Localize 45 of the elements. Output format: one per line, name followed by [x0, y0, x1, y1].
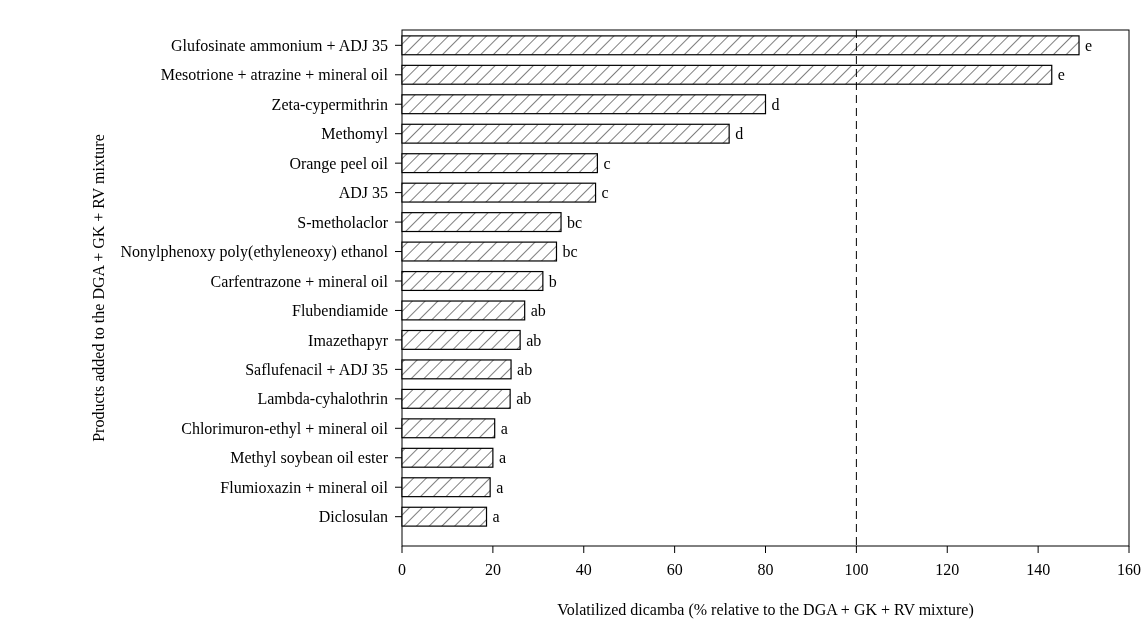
x-tick-label: 100: [844, 561, 869, 578]
data-label: c: [601, 184, 609, 202]
data-label: e: [1057, 66, 1065, 84]
data-label: bc: [562, 243, 578, 261]
data-label: e: [1085, 36, 1093, 54]
y-axis-title: Products added to the DGA + GK + RV mixture: [90, 134, 107, 442]
y-tick-label: Orange peel oil: [289, 154, 389, 173]
data-label: a: [498, 449, 506, 467]
y-tick-label: Flubendiamide: [292, 302, 388, 320]
y-tick-label: Methyl soybean oil ester: [230, 449, 389, 468]
y-tick-label: Chlorimuron-ethyl + mineral oil: [181, 419, 389, 438]
x-tick-label: 80: [757, 561, 774, 578]
y-tick-label: Saflufenacil + ADJ 35: [245, 360, 388, 378]
data-label: d: [735, 125, 744, 143]
y-tick-label: Methomyl: [321, 125, 389, 144]
y-tick-label: ADJ 35: [338, 184, 388, 202]
x-tick-label: 40: [575, 561, 592, 578]
data-label: d: [771, 95, 780, 113]
y-tick-label: Mesotrione + atrazine + mineral oil: [160, 66, 389, 84]
y-tick-label: Imazethapyr: [308, 331, 389, 350]
data-label: bc: [567, 213, 583, 231]
x-tick-label: 160: [1117, 561, 1141, 578]
x-tick-label: 0: [398, 561, 406, 578]
y-tick-label: S-metholaclor: [297, 213, 389, 231]
data-label: b: [548, 272, 557, 290]
x-tick-label: 140: [1026, 561, 1051, 578]
x-tick-label: 60: [666, 561, 683, 578]
data-label: ab: [526, 331, 542, 349]
data-label: ab: [516, 390, 532, 408]
y-tick-label: Zeta-cypermithrin: [271, 95, 388, 114]
x-tick-label: 120: [935, 561, 960, 578]
data-label: ab: [530, 302, 546, 320]
y-tick-label: Nonylphenoxy poly(ethyleneoxy) ethanol: [120, 243, 389, 262]
data-label: ab: [517, 360, 533, 378]
y-tick-label: Lambda-cyhalothrin: [257, 390, 388, 409]
x-axis-title: Volatilized dicamba (% relative to the DGA + GK + RV mixture): [557, 601, 974, 619]
data-label: a: [492, 508, 500, 526]
x-tick-label: 20: [484, 561, 501, 578]
data-label: a: [500, 419, 508, 437]
y-tick-label: Diclosulan: [318, 508, 388, 526]
data-label: a: [496, 478, 504, 496]
y-tick-label: Flumioxazin + mineral oil: [220, 478, 389, 496]
y-tick-label: Glufosinate ammonium + ADJ 35: [170, 36, 388, 54]
data-label: c: [603, 154, 611, 172]
y-tick-label: Carfentrazone + mineral oil: [210, 272, 389, 290]
